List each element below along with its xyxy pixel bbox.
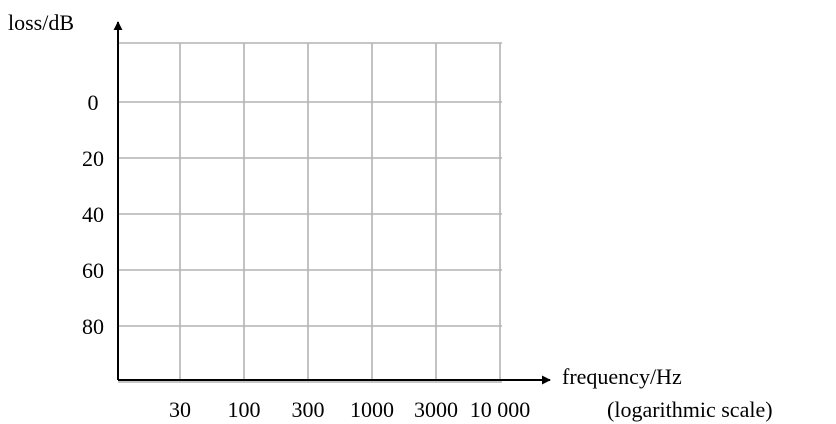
y-tick-label: 20 xyxy=(82,146,104,171)
x-tick-label: 100 xyxy=(228,397,261,422)
x-tick-labels: 30 100 300 1000 3000 10 000 xyxy=(169,397,530,422)
x-tick-label: 1000 xyxy=(350,397,394,422)
x-tick-label: 10 000 xyxy=(470,397,531,422)
x-axis-label: frequency/Hz xyxy=(562,364,682,389)
grid xyxy=(118,42,502,383)
x-tick-label: 30 xyxy=(169,397,191,422)
y-tick-label: 60 xyxy=(82,258,104,283)
y-tick-labels: 0 20 40 60 80 xyxy=(82,90,104,339)
x-tick-label: 300 xyxy=(292,397,325,422)
y-tick-label: 80 xyxy=(82,314,104,339)
axes xyxy=(113,21,551,385)
y-tick-label: 40 xyxy=(82,202,104,227)
y-tick-label: 0 xyxy=(88,90,99,115)
x-scale-note: (logarithmic scale) xyxy=(607,397,773,422)
y-axis-label: loss/dB xyxy=(8,10,74,35)
x-tick-label: 3000 xyxy=(414,397,458,422)
